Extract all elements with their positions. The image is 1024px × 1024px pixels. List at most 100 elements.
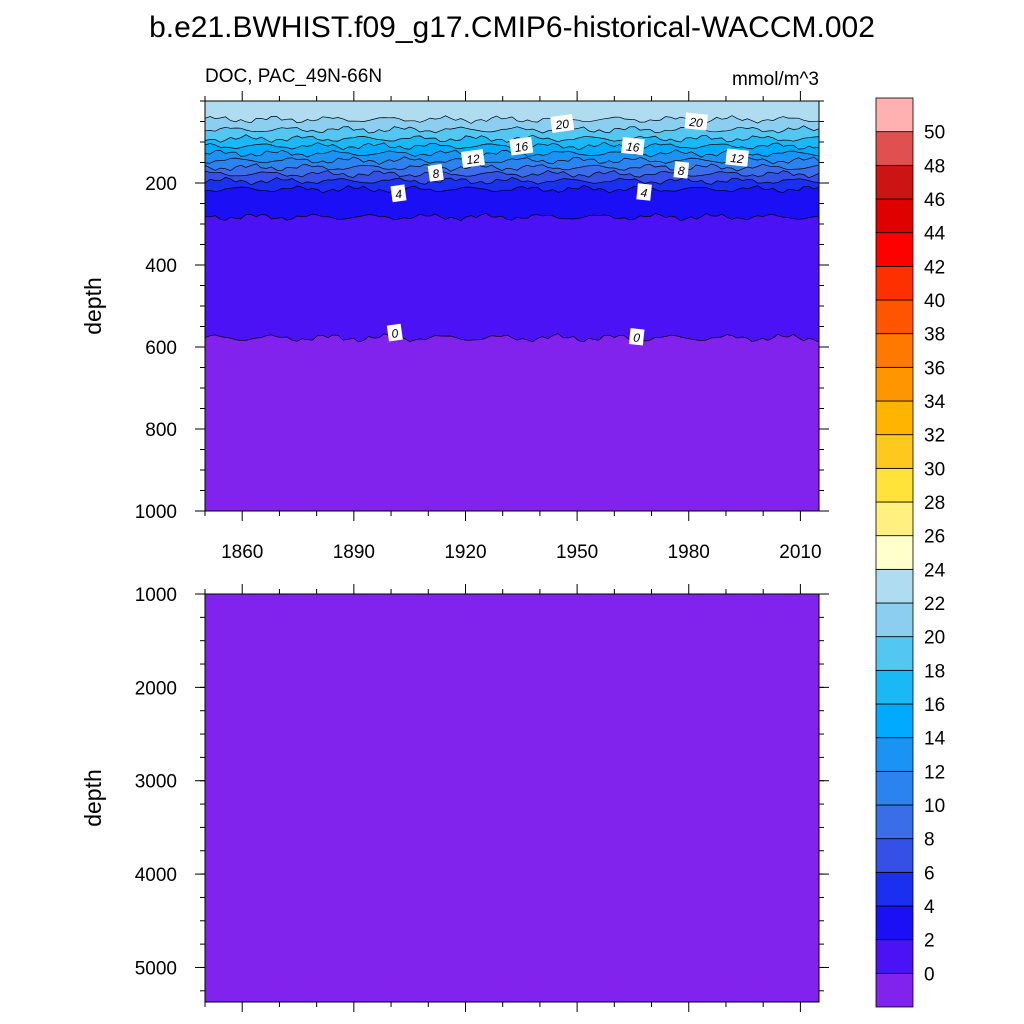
lower-plot-frame <box>204 593 820 1003</box>
colorbar-box <box>875 703 914 739</box>
colorbar-labels: 0246810121416182022242628303234363840424… <box>924 123 946 986</box>
contour-label: 8 <box>427 163 444 182</box>
colorbar-box <box>875 467 914 503</box>
colorbar-box <box>875 198 914 234</box>
colorbar-label: 38 <box>924 325 945 346</box>
lower-y-axis-label: depth <box>80 769 106 827</box>
colorbar-label: 18 <box>924 661 945 682</box>
contour-label-text: 16 <box>625 139 640 154</box>
y-tick-label: 400 <box>145 256 177 277</box>
contour-label-text: 12 <box>465 151 480 167</box>
colorbar: 0246810121416182022242628303234363840424… <box>875 97 946 1008</box>
colorbar-box <box>875 838 914 873</box>
colorbar-label: 20 <box>924 628 945 649</box>
colorbar-box <box>875 602 914 638</box>
colorbar-label: 12 <box>924 762 945 783</box>
contour-label: 16 <box>621 136 645 156</box>
contour-label: 4 <box>390 184 407 203</box>
contour-label: 0 <box>628 328 645 346</box>
colorbar-label: 34 <box>924 392 946 413</box>
contour-label: 4 <box>636 183 652 201</box>
x-tick-label: 1860 <box>221 542 263 563</box>
colorbar-box <box>875 501 914 537</box>
contour-line-4 <box>204 185 820 194</box>
colorbar-box <box>875 434 914 469</box>
contour-label-text: 8 <box>677 164 685 179</box>
contour-line-0 <box>204 333 820 343</box>
upper-right-label: mmol/m^3 <box>732 69 819 90</box>
contour-line-12 <box>204 156 820 165</box>
colorbar-label: 22 <box>924 594 945 615</box>
contour-line-10 <box>204 163 820 172</box>
y-tick-label: 800 <box>145 420 177 441</box>
colorbar-label: 42 <box>924 257 945 278</box>
colorbar-box <box>875 131 914 166</box>
y-tick-label: 5000 <box>135 958 177 979</box>
colorbar-label: 8 <box>924 830 935 851</box>
contour-line-2 <box>204 213 820 222</box>
colorbar-label: 6 <box>924 863 935 884</box>
colorbar-label: 40 <box>924 291 945 312</box>
colorbar-label: 30 <box>924 459 945 480</box>
contour-label-text: 0 <box>391 326 400 341</box>
contour-label: 12 <box>460 148 485 168</box>
contour-label-text: 4 <box>640 186 648 201</box>
colorbar-label: 36 <box>924 358 945 379</box>
contour-label: 12 <box>725 148 749 167</box>
lower-panel: 1000 2000 3000 4000 5000 depth <box>80 584 829 1012</box>
colorbar-box <box>875 97 914 133</box>
colorbar-box <box>875 333 914 368</box>
contour-label: 16 <box>509 136 534 156</box>
x-tick-label: 1980 <box>668 542 710 563</box>
upper-left-label: DOC, PAC_49N-66N <box>205 66 382 87</box>
lower-contour-fill <box>205 594 819 1002</box>
contour-label-text: 8 <box>432 166 441 181</box>
contour-label-text: 12 <box>730 151 745 166</box>
contour-label-text: 20 <box>688 115 704 130</box>
colorbar-box <box>875 232 914 267</box>
lower-x-axis <box>204 584 801 1012</box>
band-above-22 <box>205 101 819 124</box>
colorbar-box <box>875 366 914 402</box>
colorbar-label: 14 <box>924 729 946 750</box>
x-tick-label: 1920 <box>444 542 486 563</box>
contour-label-text: 20 <box>554 117 570 133</box>
contour-label-text: 4 <box>394 187 403 202</box>
upper-y-axis-label: depth <box>80 277 106 335</box>
contour-label: 8 <box>673 161 690 179</box>
colorbar-label: 50 <box>924 123 945 144</box>
y-tick-label: 1000 <box>135 585 177 606</box>
lower-y-axis: 1000 2000 3000 4000 5000 <box>135 585 829 992</box>
colorbar-box <box>875 164 914 200</box>
y-tick-label: 200 <box>145 174 177 195</box>
colorbar-box <box>875 636 914 671</box>
x-tick-label: 2010 <box>779 542 821 563</box>
colorbar-label: 28 <box>924 493 945 514</box>
colorbar-box <box>875 669 914 705</box>
colorbar-box <box>875 400 914 436</box>
colorbar-label: 48 <box>924 156 945 177</box>
y-tick-label: 1000 <box>135 502 177 523</box>
colorbar-box <box>875 535 914 570</box>
colorbar-box <box>875 905 914 941</box>
colorbar-box <box>875 972 914 1008</box>
colorbar-label: 44 <box>924 224 946 245</box>
contour-line-20 <box>204 125 820 134</box>
y-tick-label: 600 <box>145 338 177 359</box>
upper-x-axis: 1860 1890 1920 1950 1980 2010 <box>204 91 822 563</box>
colorbar-boxes <box>875 97 914 1008</box>
contour-label: 20 <box>684 112 708 131</box>
colorbar-label: 4 <box>924 897 935 918</box>
contour-label-text: 0 <box>633 330 641 345</box>
contour-label: 0 <box>386 323 403 342</box>
contour-label: 20 <box>550 114 575 133</box>
colorbar-box <box>875 770 914 806</box>
contour-line-22 <box>204 115 820 124</box>
colorbar-box <box>875 737 914 772</box>
colorbar-box <box>875 568 914 604</box>
colorbar-label: 46 <box>924 190 945 211</box>
x-tick-label: 1890 <box>333 542 375 563</box>
